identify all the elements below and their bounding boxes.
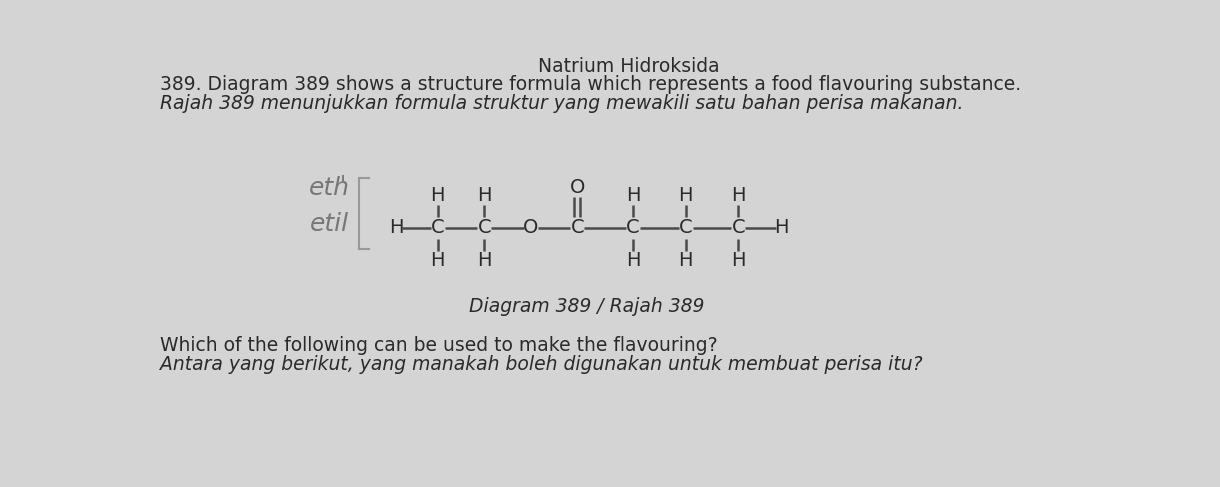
Text: Diagram 389 / Rajah 389: Diagram 389 / Rajah 389 [468, 297, 704, 316]
Text: O: O [570, 178, 584, 197]
Text: H: H [678, 186, 693, 205]
Text: H: H [678, 251, 693, 270]
Text: ': ' [340, 175, 346, 195]
Text: etil: etil [310, 212, 349, 236]
Text: C: C [678, 218, 693, 237]
Text: C: C [626, 218, 639, 237]
Text: H: H [389, 218, 404, 237]
Text: H: H [431, 251, 445, 270]
Text: H: H [731, 251, 745, 270]
Text: H: H [477, 251, 492, 270]
Text: H: H [731, 186, 745, 205]
Text: Which of the following can be used to make the flavouring?: Which of the following can be used to ma… [160, 336, 717, 355]
Text: Antara yang berikut, yang manakah boleh digunakan untuk membuat perisa itu?: Antara yang berikut, yang manakah boleh … [160, 355, 922, 374]
Text: C: C [431, 218, 444, 237]
Text: H: H [626, 186, 640, 205]
Text: O: O [523, 218, 538, 237]
Text: C: C [732, 218, 745, 237]
Text: C: C [477, 218, 490, 237]
Text: Natrium Hidroksida: Natrium Hidroksida [538, 57, 720, 76]
Text: eth: eth [309, 176, 350, 200]
Text: H: H [431, 186, 445, 205]
Text: C: C [571, 218, 584, 237]
Text: Rajah 389 menunjukkan formula struktur yang mewakili satu bahan perisa makanan.: Rajah 389 menunjukkan formula struktur y… [160, 94, 964, 113]
Text: H: H [477, 186, 492, 205]
Text: 389. Diagram 389 shows a structure formula which represents a food flavouring su: 389. Diagram 389 shows a structure formu… [160, 75, 1021, 94]
Text: H: H [626, 251, 640, 270]
Text: H: H [775, 218, 789, 237]
